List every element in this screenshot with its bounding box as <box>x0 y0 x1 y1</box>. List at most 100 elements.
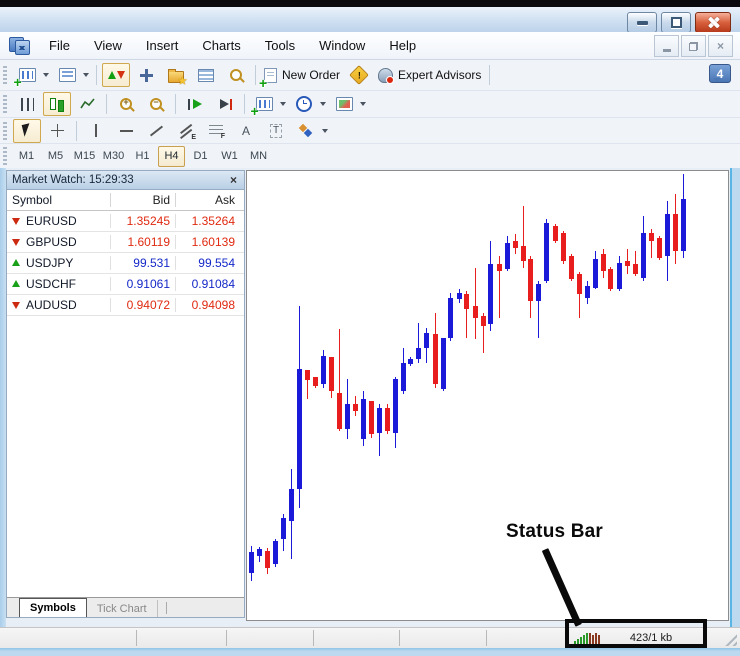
toolbar-grip[interactable] <box>3 66 7 84</box>
timeframe-m30[interactable]: M30 <box>102 150 125 162</box>
timeframe-d1[interactable]: D1 <box>193 150 208 162</box>
navigator-button[interactable]: ★ <box>162 63 190 87</box>
equidistant-channel-button[interactable]: E <box>172 119 200 143</box>
table-row[interactable]: GBPUSD 1.60119 1.60139 <box>7 232 244 253</box>
data-window-button[interactable] <box>132 63 160 87</box>
strategy-tester-button[interactable] <box>222 63 250 87</box>
new-chart-button[interactable]: + <box>13 63 41 89</box>
candle-body <box>393 379 398 433</box>
menu-view[interactable]: View <box>93 38 122 53</box>
traffic-counter: 423/1 kb <box>629 632 673 644</box>
tab-symbols[interactable]: Symbols <box>19 598 87 617</box>
cursor-button[interactable] <box>13 118 41 143</box>
candle-body <box>528 259 533 301</box>
candle-body <box>585 286 590 298</box>
indicators-dropdown-icon[interactable] <box>280 102 286 106</box>
arrows-button[interactable] <box>292 119 320 143</box>
timeframe-m1[interactable]: M1 <box>18 150 35 162</box>
table-row[interactable]: AUDUSD 0.94072 0.94098 <box>7 295 244 316</box>
market-watch-titlebar[interactable]: Market Watch: 15:29:33 × <box>7 171 244 190</box>
maximize-button[interactable] <box>661 12 691 33</box>
menu-window[interactable]: Window <box>319 38 366 53</box>
table-row[interactable]: USDJPY 99.531 99.554 <box>7 253 244 274</box>
charts-toolbar: + − + <box>0 91 740 118</box>
timeframe-m5[interactable]: M5 <box>47 150 64 162</box>
timeframe-mn[interactable]: MN <box>249 150 268 162</box>
market-watch-title: Market Watch: 15:29:33 <box>12 174 134 186</box>
column-symbol[interactable]: Symbol <box>12 193 53 207</box>
bar-chart-button[interactable] <box>13 92 41 116</box>
toolbar-grip[interactable] <box>3 147 7 165</box>
templates-button[interactable] <box>330 92 358 116</box>
menu-help[interactable]: Help <box>389 38 417 53</box>
minimize-button[interactable] <box>627 12 657 33</box>
timeframe-w1[interactable]: W1 <box>221 150 238 162</box>
trend-arrow-icon <box>12 302 20 313</box>
new-order-button[interactable]: + New Order <box>259 63 343 90</box>
status-bar-annotation-label: Status Bar <box>506 521 604 542</box>
auto-scroll-button[interactable] <box>181 92 209 116</box>
text-button[interactable]: A <box>232 119 260 143</box>
timeframe-h1[interactable]: H1 <box>135 150 150 162</box>
notification-badge[interactable]: 4 <box>709 64 731 83</box>
child-minimize-button[interactable] <box>654 35 679 57</box>
new-chart-dropdown-icon[interactable] <box>43 73 49 77</box>
timeframe-m15[interactable]: M15 <box>73 150 96 162</box>
child-close-button[interactable]: × <box>708 35 733 57</box>
arrows-dropdown-icon[interactable] <box>322 128 328 133</box>
candlestick-chart-button[interactable] <box>43 92 71 116</box>
terminal-button[interactable] <box>192 63 220 87</box>
trendline-button[interactable] <box>142 119 170 143</box>
candle-body <box>544 223 549 281</box>
periods-dropdown-icon[interactable] <box>320 102 326 106</box>
templates-icon <box>335 97 353 111</box>
crosshair-button[interactable] <box>43 119 71 143</box>
profiles-button[interactable] <box>53 63 81 87</box>
column-bid[interactable]: Bid <box>110 193 175 207</box>
menu-insert[interactable]: Insert <box>145 38 179 53</box>
status-separator <box>136 630 137 646</box>
candle-body <box>649 233 654 241</box>
zoom-in-button[interactable]: + <box>112 92 140 116</box>
new-chart-icon: + <box>14 68 36 89</box>
resize-grip[interactable] <box>722 631 737 646</box>
child-restore-button[interactable] <box>681 35 706 57</box>
periods-button[interactable] <box>290 92 318 116</box>
menu-charts[interactable]: Charts <box>202 38 241 53</box>
market-watch-close-icon[interactable]: × <box>229 173 237 187</box>
candle-body <box>273 541 278 564</box>
expert-advisors-button[interactable]: Expert Advisors <box>375 63 484 87</box>
toolbar-separator <box>489 65 491 85</box>
menu-tools[interactable]: Tools <box>264 38 296 53</box>
timeframe-h4[interactable]: H4 <box>158 145 185 167</box>
toolbar-grip[interactable] <box>3 121 7 140</box>
fibonacci-button[interactable]: F <box>202 119 230 143</box>
market-watch-tabs: Symbols Tick Chart <box>7 597 244 617</box>
tab-tick-chart[interactable]: Tick Chart <box>87 600 158 617</box>
column-ask[interactable]: Ask <box>175 193 240 207</box>
market-watch-toggle-button[interactable] <box>102 63 130 87</box>
chart-shift-button[interactable] <box>211 92 239 116</box>
table-row[interactable]: EURUSD 1.35245 1.35264 <box>7 211 244 232</box>
zoom-out-button[interactable]: − <box>142 92 170 116</box>
menu-file[interactable]: File <box>49 38 70 53</box>
candlestick-chart[interactable] <box>246 170 729 621</box>
candle-wick <box>538 281 539 338</box>
toolbar-grip[interactable] <box>3 95 7 113</box>
bid-value: 0.94072 <box>110 298 175 312</box>
new-order-icon: + <box>259 67 277 90</box>
vertical-line-button[interactable] <box>82 119 110 143</box>
candle-body <box>257 549 262 556</box>
close-button[interactable] <box>695 12 731 33</box>
metaeditor-button[interactable]: ! <box>345 63 373 87</box>
text-label-button[interactable]: T <box>262 119 290 143</box>
profiles-dropdown-icon[interactable] <box>83 73 89 77</box>
line-chart-button[interactable] <box>73 92 101 116</box>
table-row[interactable]: USDCHF 0.91061 0.91084 <box>7 274 244 295</box>
indicators-button[interactable]: + <box>250 92 278 118</box>
horizontal-line-button[interactable] <box>112 119 140 143</box>
templates-dropdown-icon[interactable] <box>360 102 366 106</box>
connection-signal-icon[interactable] <box>574 632 602 646</box>
candle-body <box>401 363 406 391</box>
